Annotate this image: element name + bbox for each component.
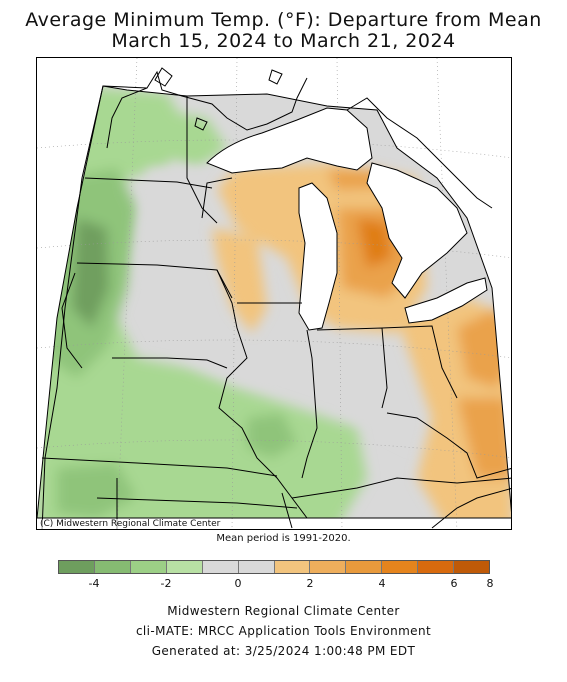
departure-map: [36, 57, 512, 530]
coastline-outline: [102, 67, 493, 209]
legend-tick-label: 4: [378, 577, 386, 590]
legend-swatch: [94, 561, 131, 573]
legend-swatch: [382, 561, 419, 573]
mean-period-note: Mean period is 1991-2020.: [216, 533, 351, 544]
legend-tick-label: 2: [306, 577, 314, 590]
color-legend: [58, 560, 490, 574]
map-date-range: March 15, 2024 to March 21, 2024: [111, 30, 456, 52]
legend-swatch: [454, 561, 490, 573]
lake-superior: [206, 107, 373, 174]
legend-swatch: [274, 561, 311, 573]
lake-erie: [404, 277, 488, 324]
legend-swatch: [418, 561, 455, 573]
credit-line-2: cli-MATE: MRCC Application Tools Environ…: [135, 624, 432, 638]
state-boundaries: [41, 85, 511, 529]
map-svg: [37, 58, 511, 529]
copyright-label: (C) Midwestern Regional Climate Center: [40, 519, 221, 529]
legend-swatch: [202, 561, 239, 573]
credit-line-3: Generated at: 3/25/2024 1:00:48 PM EDT: [151, 644, 416, 658]
great-lakes: [206, 107, 488, 331]
legend-tick-label: 6: [450, 577, 458, 590]
legend-tick-label: 0: [234, 577, 242, 590]
lake-huron: [366, 162, 468, 299]
legend-tick-label: 8: [486, 577, 494, 590]
legend-tick-label: -4: [88, 577, 100, 590]
legend-swatch: [310, 561, 347, 573]
map-title: Average Minimum Temp. (°F): Departure fr…: [25, 9, 542, 31]
credit-line-1: Midwestern Regional Climate Center: [167, 604, 400, 618]
legend-swatch: [130, 561, 167, 573]
lake-michigan: [298, 182, 338, 331]
legend-swatch: [238, 561, 275, 573]
legend-swatch: [346, 561, 383, 573]
legend-swatch: [166, 561, 203, 573]
legend-tick-label: -2: [160, 577, 172, 590]
legend-swatch: [59, 561, 95, 573]
